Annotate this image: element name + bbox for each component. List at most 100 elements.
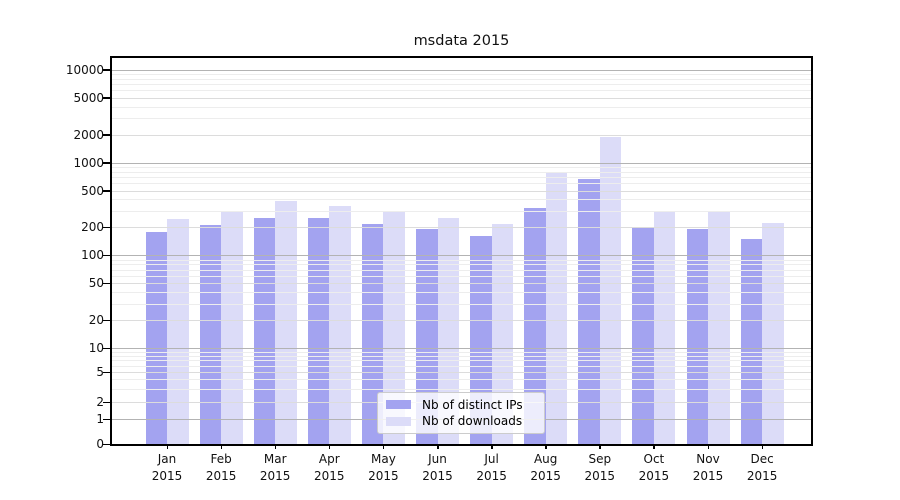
x-tick-mark-may <box>382 444 385 449</box>
gridline-7000 <box>112 84 811 86</box>
month-label: Jul <box>484 452 499 466</box>
month-label: Mar <box>263 452 287 466</box>
y-axis-tick-label: 1 <box>96 412 104 426</box>
year-label: 2015 <box>638 469 670 483</box>
year-label: 2015 <box>584 469 616 483</box>
bar-oct-ips <box>632 227 654 444</box>
y-axis-tick-label: 10000 <box>65 62 104 77</box>
gridline-8000 <box>112 78 811 80</box>
y-axis-tick-label: 1000 <box>73 155 104 170</box>
legend-label-distinct-ips: Nb of distinct IPs <box>422 397 523 412</box>
y-tick-mark-200 <box>103 226 110 229</box>
month-label: Jan <box>157 452 177 466</box>
gridline-10000 <box>112 69 811 71</box>
month-label: May <box>370 452 396 466</box>
year-label: 2015 <box>368 469 399 483</box>
y-tick-mark-100 <box>103 254 110 257</box>
x-tick-mark-dec <box>761 444 764 449</box>
month-label: Nov <box>696 452 720 466</box>
x-axis-tick-label-mar: Mar 2015 <box>245 451 305 485</box>
year-label: 2015 <box>259 469 291 483</box>
y-axis-tick-label: 2000 <box>73 127 104 142</box>
year-label: 2015 <box>422 469 453 483</box>
gridline-60 <box>112 275 811 277</box>
gridline-2000 <box>112 134 811 136</box>
bar-mar-ips <box>253 218 276 444</box>
bar-sep-downloads <box>599 136 622 444</box>
gridline-800 <box>112 171 811 173</box>
gridline-4000 <box>112 106 811 108</box>
x-tick-mark-sep <box>599 444 601 449</box>
y-tick-mark-500 <box>103 190 110 192</box>
y-tick-mark-20 <box>103 319 110 322</box>
bar-aug-ips <box>524 207 546 444</box>
bar-mar-downloads <box>275 200 297 444</box>
y-tick-mark-5 <box>103 371 110 373</box>
gridline-700 <box>112 176 811 178</box>
y-axis-tick-label: 10 <box>88 341 104 355</box>
x-tick-mark-feb <box>220 444 223 449</box>
bar-sep-ips <box>578 179 600 444</box>
gridline-5 <box>112 372 811 373</box>
y-axis-tick-label: 2 <box>96 395 104 409</box>
x-tick-mark-mar <box>274 444 277 449</box>
month-label: Apr <box>318 452 340 466</box>
year-label: 2015 <box>746 469 778 483</box>
y-axis-tick-label: 20 <box>88 313 104 328</box>
y-tick-mark-1 <box>103 418 110 420</box>
x-tick-mark-oct <box>653 444 655 449</box>
bar-nov-ips <box>686 229 708 444</box>
month-label: Feb <box>210 452 232 466</box>
gridline-5000 <box>112 97 811 99</box>
y-tick-mark-1000 <box>103 162 110 164</box>
month-label: Oct <box>643 452 665 466</box>
y-axis-tick-label: 5000 <box>73 90 104 105</box>
gridline-6 <box>112 365 811 367</box>
gridline-200 <box>112 227 811 229</box>
gridline-30 <box>112 303 811 305</box>
x-tick-mark-aug <box>545 444 547 449</box>
x-axis-tick-label-oct: Oct 2015 <box>624 451 684 485</box>
plot-area <box>110 56 813 446</box>
x-tick-mark-jun <box>437 444 439 449</box>
legend: Nb of distinct IPs Nb of downloads <box>377 392 545 434</box>
bar-dec-downloads <box>762 222 784 444</box>
month-label: Sep <box>588 452 612 466</box>
y-tick-mark-2 <box>103 401 110 403</box>
y-tick-mark-10000 <box>103 69 110 71</box>
x-tick-mark-apr <box>328 444 331 449</box>
bar-dec-ips <box>740 238 763 444</box>
legend-item-downloads: Nb of downloads <box>386 414 536 428</box>
gridline-300 <box>112 211 811 213</box>
year-label: 2015 <box>151 469 183 483</box>
gridline-10 <box>112 348 811 349</box>
gridline-90 <box>112 259 811 261</box>
x-axis-tick-label-jul: Jul 2015 <box>462 451 522 485</box>
x-axis-tick-label-aug: Aug 2015 <box>516 451 576 485</box>
chart-title: msdata 2015 <box>413 33 510 49</box>
x-axis-tick-label-nov: Nov 2015 <box>678 451 738 485</box>
grid-layer <box>112 58 811 444</box>
y-axis-tick-label: 500 <box>81 183 104 198</box>
bar-jun-ips <box>416 229 438 444</box>
gridline-40 <box>112 292 811 294</box>
gridline-3000 <box>112 118 811 120</box>
month-label: Dec <box>750 452 774 466</box>
x-tick-mark-nov <box>707 444 709 449</box>
x-axis-tick-label-dec: Dec 2015 <box>732 451 792 485</box>
legend-swatch-distinct-ips <box>386 400 411 410</box>
bar-apr-downloads <box>329 206 351 444</box>
year-label: 2015 <box>692 469 724 483</box>
x-tick-mark-jan <box>166 444 168 449</box>
gridline-7 <box>112 360 811 362</box>
gridline-500 <box>112 190 811 192</box>
x-axis-tick-label-jun: Jun 2015 <box>408 451 468 485</box>
y-axis-tick-label: 200 <box>81 220 104 235</box>
year-label: 2015 <box>476 469 507 483</box>
month-label: Jun <box>428 452 447 466</box>
gridline-6000 <box>112 90 811 92</box>
bar-oct-downloads <box>653 211 676 444</box>
y-tick-mark-5000 <box>103 97 110 99</box>
gridline-20 <box>112 320 811 322</box>
